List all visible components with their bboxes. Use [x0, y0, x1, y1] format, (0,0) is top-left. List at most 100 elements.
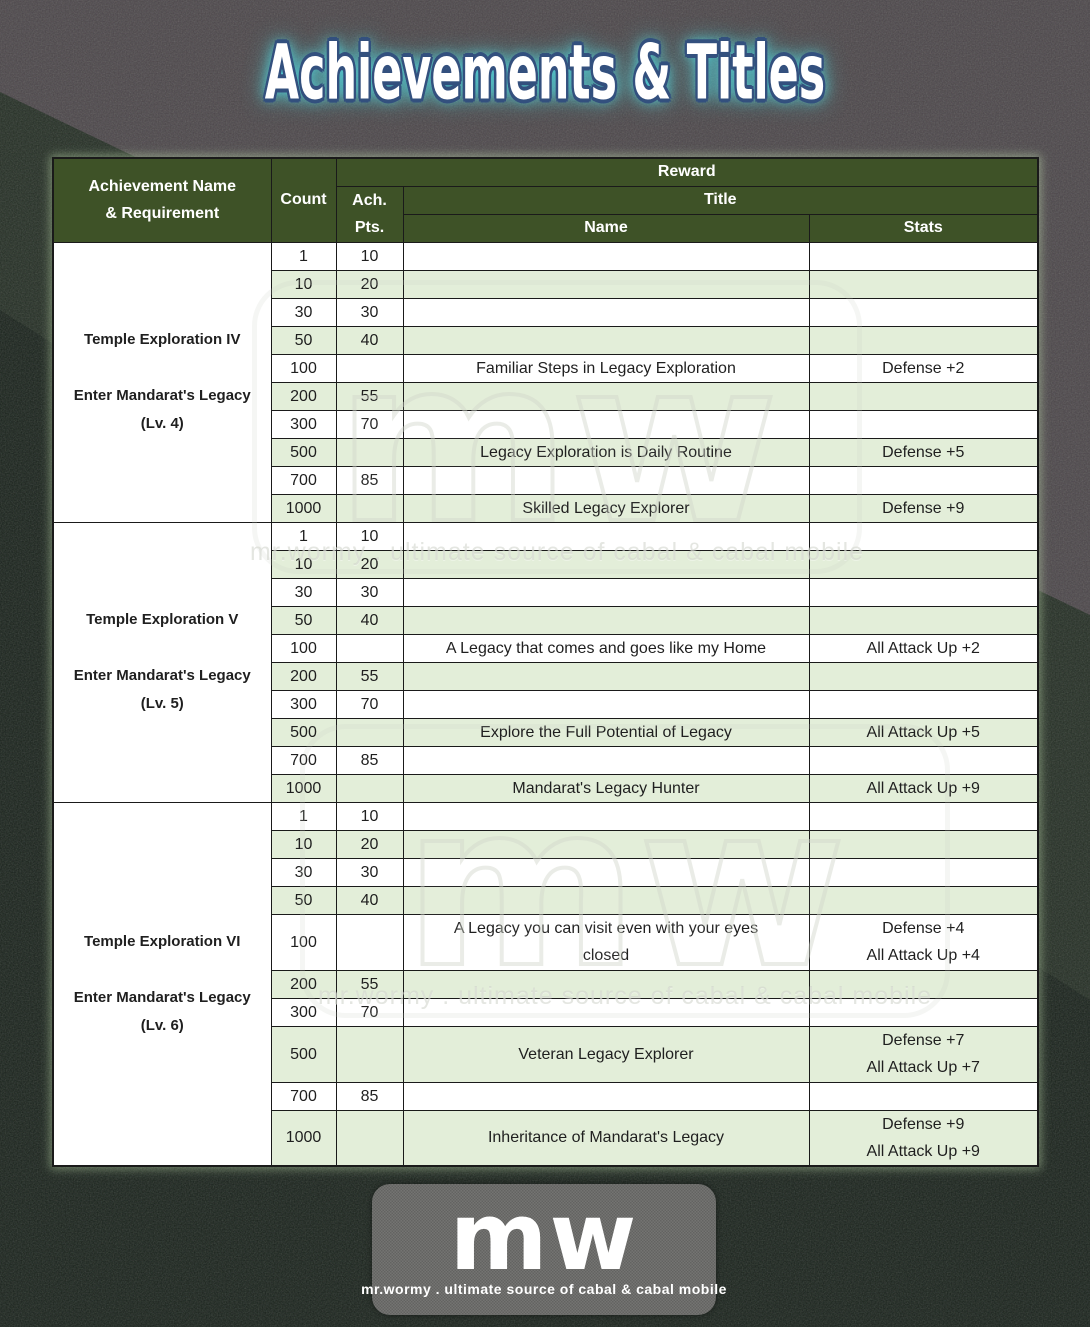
ach-pts-cell: 40 — [335, 885, 404, 915]
count-cell: 10 — [270, 829, 337, 859]
count-cell: 1 — [270, 521, 337, 551]
ach-pts-cell: 10 — [335, 801, 404, 831]
table-row: 1000 Skilled Legacy Explorer Defense +9 — [53, 493, 1039, 523]
title-name-cell — [402, 857, 810, 887]
table-row: 30 30 — [53, 297, 1039, 327]
count-cell: 1000 — [270, 1109, 337, 1167]
ach-pts-cell: 30 — [335, 297, 404, 327]
col-header-ach-pts: Ach. Pts. — [335, 185, 404, 243]
ach-pts-cell: 40 — [335, 605, 404, 635]
title-stats-cell — [808, 381, 1039, 411]
ach-pts-cell: 20 — [335, 269, 404, 299]
count-cell: 1000 — [270, 493, 337, 523]
ach-pts-cell: 30 — [335, 857, 404, 887]
ach-pts-cell: 10 — [335, 521, 404, 551]
ach-pts-cell: 70 — [335, 689, 404, 719]
title-stats-cell — [808, 465, 1039, 495]
col-header-achievement-line1: Achievement Name — [88, 178, 237, 196]
ach-pts-cell — [335, 633, 404, 663]
table-row: Temple Exploration IV Enter Mandarat's Le… — [52, 241, 1039, 523]
title-stats-cell — [808, 549, 1039, 579]
col-header-title: Title — [402, 185, 1039, 215]
section-label-cell: Temple Exploration V Enter Mandarat's Leg… — [52, 521, 272, 803]
title-stats-cell: Defense +9 — [808, 493, 1039, 523]
title-name-cell: Familiar Steps in Legacy Exploration — [402, 353, 810, 383]
col-header-ach-pts-line1: Ach. — [352, 192, 387, 209]
count-cell: 700 — [270, 745, 337, 775]
table-row: 100 A Legacy that comes and goes like my … — [53, 633, 1039, 663]
table-row: 1000 Inheritance of Mandarat's Legacy Defe… — [53, 1109, 1039, 1167]
title-name-cell: A Legacy you can visit even with your ey… — [402, 913, 810, 971]
achievement-name: Temple Exploration V — [86, 611, 239, 628]
title-stats-cell — [808, 269, 1039, 299]
count-cell: 30 — [270, 297, 337, 327]
section-label-cell: Temple Exploration IV Enter Mandarat's Le… — [52, 241, 272, 523]
achievement-name: Temple Exploration VI — [84, 932, 241, 950]
count-cell: 500 — [270, 717, 337, 747]
count-cell: 10 — [270, 269, 337, 299]
count-cell: 30 — [270, 577, 337, 607]
title-name-cell — [402, 969, 810, 999]
title-name-cell — [402, 689, 810, 719]
table-row: 500 Legacy Exploration is Daily Routine De… — [53, 437, 1039, 467]
count-cell: 1 — [270, 241, 337, 271]
title-stats-cell — [808, 605, 1039, 635]
ach-pts-cell: 85 — [335, 1081, 404, 1111]
ach-pts-cell: 70 — [335, 409, 404, 439]
table-row: 1000 Mandarat's Legacy Hunter All Attack U… — [53, 773, 1039, 803]
title-stats-cell: Defense +7 All Attack Up +7 — [808, 1025, 1039, 1083]
ach-pts-cell: 20 — [335, 549, 404, 579]
table-row: 700 85 — [53, 465, 1039, 495]
count-cell: 500 — [270, 1025, 337, 1083]
title-stats-cell — [808, 969, 1039, 999]
count-cell: 100 — [270, 913, 337, 971]
spacer — [54, 956, 270, 984]
title-stats-cell — [808, 829, 1039, 859]
ach-pts-cell: 10 — [335, 241, 404, 271]
count-cell: 300 — [270, 689, 337, 719]
title-stats-cell — [808, 409, 1039, 439]
achievement-name: Temple Exploration IV — [84, 331, 241, 348]
achievement-requirement: Enter Mandarat's Legacy (Lv. 6) — [73, 988, 251, 1034]
col-header-achievement: Achievement Name & Requirement — [52, 157, 272, 243]
table-row: 100 A Legacy you can visit even with your… — [53, 913, 1039, 971]
count-cell: 1000 — [270, 773, 337, 803]
col-header-reward: Reward — [335, 157, 1039, 187]
title-stats-cell — [808, 997, 1039, 1027]
count-cell: 100 — [270, 353, 337, 383]
table-row: 30 30 — [53, 577, 1039, 607]
ach-pts-cell: 40 — [335, 325, 404, 355]
ach-pts-cell — [335, 1025, 404, 1083]
achievements-table-body: Temple Exploration IV Enter Mandarat's Le… — [52, 241, 1039, 1167]
title-name-cell — [402, 409, 810, 439]
col-header-achievement-line2: & Requirement — [105, 205, 220, 223]
ach-pts-cell: 55 — [335, 381, 404, 411]
ach-pts-cell: 20 — [335, 829, 404, 859]
table-row: 500 Veteran Legacy Explorer Defense +7 All… — [53, 1025, 1039, 1083]
title-stats-cell — [808, 801, 1039, 831]
ach-pts-cell — [335, 353, 404, 383]
title-name-cell — [402, 801, 810, 831]
table-row: 500 Explore the Full Potential of Legacy A… — [53, 717, 1039, 747]
table-row: 50 40 — [53, 885, 1039, 915]
title-stats-cell: Defense +4 All Attack Up +4 — [808, 913, 1039, 971]
ach-pts-cell — [335, 493, 404, 523]
title-name-cell — [402, 829, 810, 859]
spacer — [54, 634, 270, 662]
count-cell: 10 — [270, 549, 337, 579]
title-stats-cell: Defense +5 — [808, 437, 1039, 467]
col-header-name: Name — [402, 213, 810, 243]
title-name-cell — [402, 269, 810, 299]
ach-pts-cell: 30 — [335, 577, 404, 607]
title-stats-cell — [808, 885, 1039, 915]
title-name-cell — [402, 745, 810, 775]
title-stats-cell: Defense +2 — [808, 353, 1039, 383]
achievement-requirement: Enter Mandarat's Legacy (Lv. 4) — [73, 387, 251, 432]
table-row: Temple Exploration VI Enter Mandarat's Le… — [52, 801, 1039, 1167]
title-stats-cell: All Attack Up +5 — [808, 717, 1039, 747]
title-stats-cell — [808, 745, 1039, 775]
spacer — [54, 354, 270, 382]
count-cell: 1 — [270, 801, 337, 831]
ach-pts-cell — [335, 1109, 404, 1167]
title-name-cell: Legacy Exploration is Daily Routine — [402, 437, 810, 467]
